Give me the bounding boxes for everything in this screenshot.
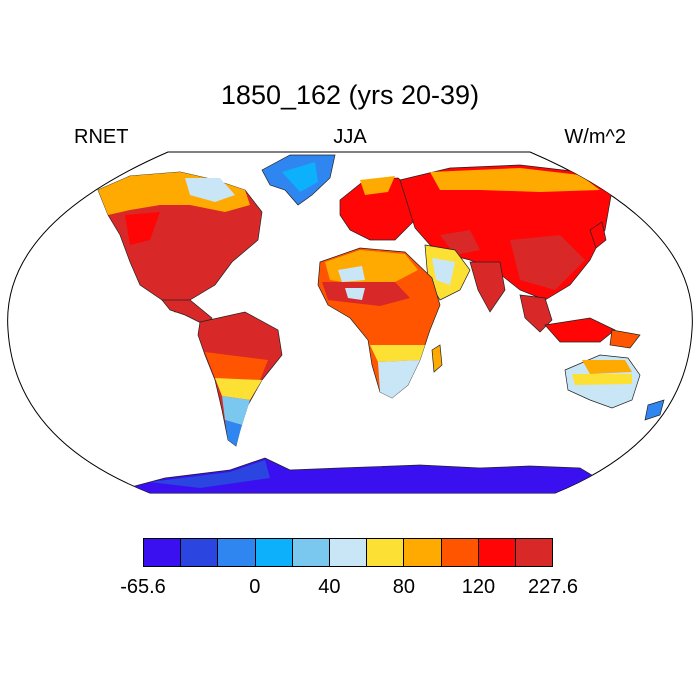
colorbar-swatch	[181, 539, 219, 566]
colorbar-swatch	[144, 539, 182, 566]
colorbar-swatch	[515, 539, 553, 566]
colorbar-swatch	[218, 539, 256, 566]
india	[469, 261, 506, 313]
colorbar-tick-label: 120	[461, 576, 496, 598]
colorbar-swatch	[478, 539, 516, 566]
antarctica	[99, 457, 601, 493]
plot-title: 1850_162 (yrs 20-39)	[220, 80, 480, 110]
season-label: JJA	[333, 126, 367, 148]
variable-label: RNET	[74, 126, 129, 148]
colorbar-labels: -65.6 0 40 80 120 227.6	[0, 576, 700, 600]
colorbar	[143, 538, 553, 567]
colorbar-tick-label: -65.6	[120, 576, 166, 598]
units-label: W/m^2	[564, 126, 626, 148]
colorbar-swatch	[367, 539, 405, 566]
colorbar-swatch	[292, 539, 330, 566]
colorbar-swatch	[255, 539, 293, 566]
colorbar-tick-label: 227.6	[527, 576, 579, 598]
colorbar-swatch	[329, 539, 368, 566]
colorbar-tick-label: 80	[392, 576, 416, 598]
colorbar-tick-label: 0	[249, 576, 261, 598]
colorbar-swatch	[404, 539, 442, 566]
colorbar-swatch	[441, 539, 479, 566]
colorbar-tick-label: 40	[318, 576, 341, 598]
